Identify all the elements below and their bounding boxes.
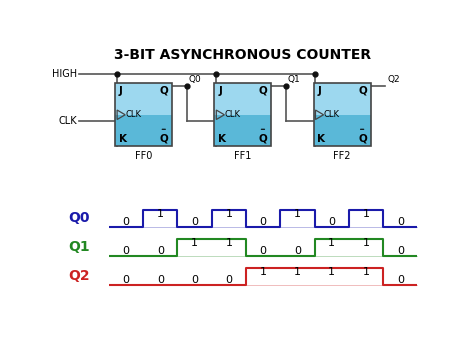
Text: 0: 0 xyxy=(260,246,267,256)
Text: Q: Q xyxy=(160,134,169,144)
Text: Q2: Q2 xyxy=(69,269,90,283)
Text: 0: 0 xyxy=(397,275,404,285)
Bar xyxy=(115,115,172,146)
Text: 1: 1 xyxy=(328,238,335,248)
Text: CLK: CLK xyxy=(324,110,340,119)
Text: Q0: Q0 xyxy=(69,211,90,225)
Text: 0: 0 xyxy=(397,217,404,227)
Text: 0: 0 xyxy=(260,217,267,227)
Text: 0: 0 xyxy=(294,246,301,256)
Text: Q0: Q0 xyxy=(189,76,201,84)
Bar xyxy=(214,115,272,146)
Text: 0: 0 xyxy=(225,275,232,285)
Text: 0: 0 xyxy=(191,217,198,227)
Text: 1: 1 xyxy=(328,267,335,277)
Text: Q: Q xyxy=(259,86,268,96)
Text: 0: 0 xyxy=(122,275,129,285)
Text: K: K xyxy=(119,134,127,144)
Text: HIGH: HIGH xyxy=(53,69,78,79)
Text: 0: 0 xyxy=(157,246,164,256)
Bar xyxy=(214,83,272,115)
Text: Q: Q xyxy=(358,134,367,144)
Text: J: J xyxy=(317,86,321,96)
Text: CLK: CLK xyxy=(59,116,78,126)
Text: CLK: CLK xyxy=(126,110,142,119)
Text: 0: 0 xyxy=(328,217,335,227)
Text: 1: 1 xyxy=(260,267,267,277)
Text: FF1: FF1 xyxy=(234,151,252,161)
Text: K: K xyxy=(317,134,325,144)
Text: 1: 1 xyxy=(191,238,198,248)
Text: 1: 1 xyxy=(363,238,370,248)
Text: J: J xyxy=(119,86,123,96)
Text: 0: 0 xyxy=(157,275,164,285)
Text: 1: 1 xyxy=(294,267,301,277)
Text: 0: 0 xyxy=(122,246,129,256)
Bar xyxy=(314,115,371,146)
Bar xyxy=(314,83,371,146)
Bar xyxy=(214,83,272,146)
Bar xyxy=(115,83,172,115)
Text: 3-BIT ASYNCHRONOUS COUNTER: 3-BIT ASYNCHRONOUS COUNTER xyxy=(114,48,372,62)
Text: 1: 1 xyxy=(157,209,164,219)
Text: CLK: CLK xyxy=(225,110,241,119)
Text: Q2: Q2 xyxy=(387,76,400,84)
Bar xyxy=(314,83,371,115)
Text: Q1: Q1 xyxy=(69,240,90,254)
Text: FF2: FF2 xyxy=(333,151,351,161)
Text: 1: 1 xyxy=(225,209,232,219)
Text: K: K xyxy=(218,134,226,144)
Text: J: J xyxy=(218,86,222,96)
Text: 0: 0 xyxy=(191,275,198,285)
Text: 1: 1 xyxy=(294,209,301,219)
Text: 0: 0 xyxy=(397,246,404,256)
Text: Q: Q xyxy=(160,86,169,96)
Text: FF0: FF0 xyxy=(135,151,153,161)
Text: Q1: Q1 xyxy=(288,76,301,84)
Bar xyxy=(115,83,172,146)
Text: 0: 0 xyxy=(122,217,129,227)
Text: 1: 1 xyxy=(225,238,232,248)
Text: Q: Q xyxy=(358,86,367,96)
Text: 1: 1 xyxy=(363,209,370,219)
Text: Q: Q xyxy=(259,134,268,144)
Text: 1: 1 xyxy=(363,267,370,277)
